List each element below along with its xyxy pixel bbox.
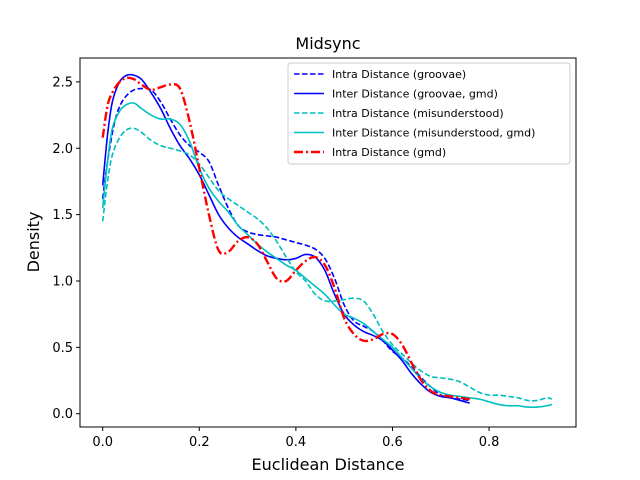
legend: Intra Distance (groovae) Inter Distance (…	[287, 62, 571, 165]
series-line-5	[101, 76, 470, 401]
y-tick-label: 1.0	[52, 274, 73, 289]
x-tick-label: 0.2	[189, 435, 210, 450]
series-layer	[101, 73, 553, 409]
y-tick-label: 0.5	[52, 341, 73, 356]
y-tick-label: 1.5	[52, 208, 73, 223]
series-line-3	[101, 127, 553, 402]
x-tick-label: 0.8	[479, 435, 500, 450]
y-tick-label: 2.0	[52, 142, 73, 157]
y-axis-label: Density	[24, 212, 43, 273]
legend-box	[287, 62, 571, 165]
y-tick-label: 2.5	[52, 75, 73, 90]
plot-frame	[79, 57, 577, 428]
y-tick-label: 0.0	[52, 407, 73, 422]
legend-label: Intra Distance (gmd)	[332, 146, 446, 159]
x-tick-label: 0.0	[92, 435, 113, 450]
legend-label: Inter Distance (misunderstood, gmd)	[332, 127, 535, 140]
series-line-4	[101, 102, 553, 409]
legend-label: Inter Distance (groovae, gmd)	[332, 88, 498, 101]
legend-label: Intra Distance (groovae)	[332, 68, 466, 81]
legend-label: Intra Distance (misunderstood)	[332, 107, 504, 120]
x-tick-label: 0.4	[286, 435, 307, 450]
x-tick-label: 0.6	[382, 435, 403, 450]
x-axis-label: Euclidean Distance	[252, 455, 405, 474]
chart-title: Midsync	[295, 34, 360, 53]
ticks-layer: 0.0 0.2 0.4 0.6 0.8 0.0 0.5 1.0 1.5 2.0 2.5	[52, 75, 499, 450]
